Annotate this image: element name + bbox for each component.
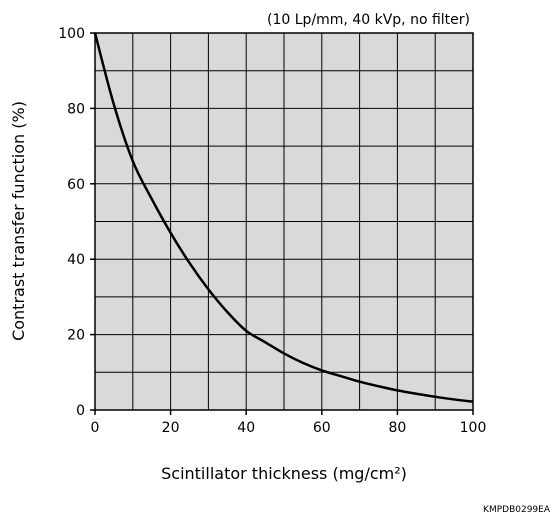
y-tick-label: 20 xyxy=(67,328,85,344)
x-axis-ticks: 0 20 40 60 80 100 xyxy=(91,410,487,436)
y-tick-label: 40 xyxy=(67,252,85,268)
series-line xyxy=(93,32,474,403)
grid xyxy=(95,33,473,410)
plot-frame xyxy=(94,32,474,411)
chart-subtitle: (10 Lp/mm, 40 kVp, no filter) xyxy=(267,12,470,28)
x-tick-label: 20 xyxy=(162,420,180,436)
x-tick-label: 60 xyxy=(313,420,331,436)
x-tick-label: 0 xyxy=(91,420,100,436)
x-axis-label: Scintillator thickness (mg/cm²) xyxy=(161,464,407,483)
y-tick-label: 0 xyxy=(76,403,85,419)
y-tick-label: 60 xyxy=(67,177,85,193)
x-tick-label: 100 xyxy=(460,420,487,436)
y-tick-label: 100 xyxy=(58,26,85,42)
y-tick-label: 80 xyxy=(67,101,85,117)
y-axis-label: Contrast transfer function (%) xyxy=(9,101,28,341)
y-axis-ticks: 0 20 40 60 80 100 xyxy=(58,26,95,419)
figure-code: KMPDB0299EA xyxy=(483,505,551,515)
x-tick-label: 80 xyxy=(388,420,406,436)
x-tick-label: 40 xyxy=(237,420,255,436)
